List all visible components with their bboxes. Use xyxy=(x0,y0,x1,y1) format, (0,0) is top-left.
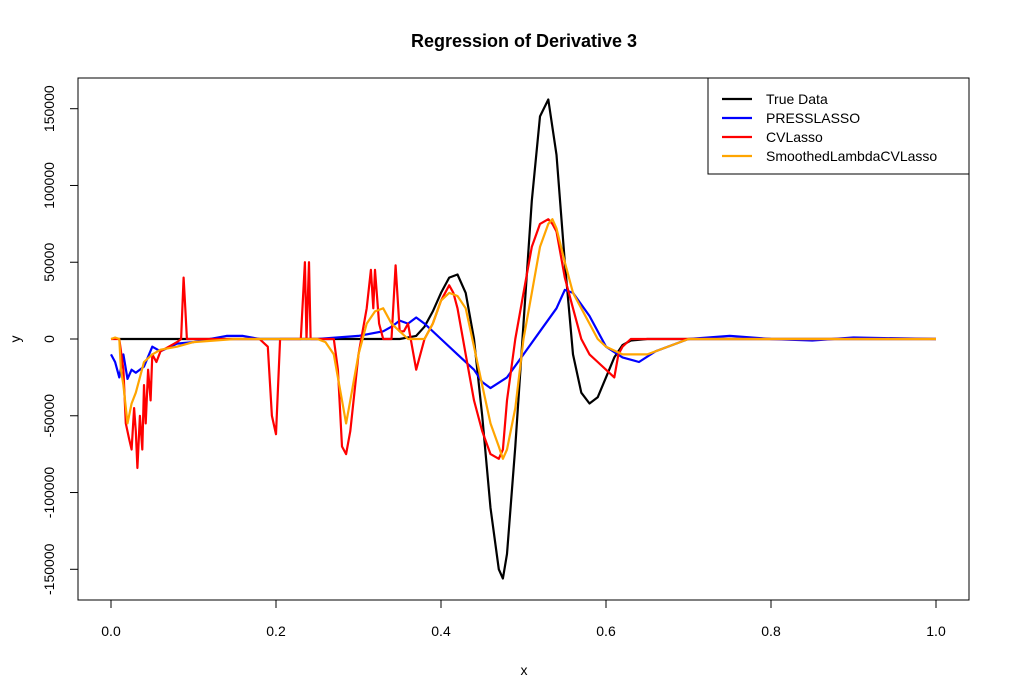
legend: True Data PRESSLASSO CVLasso SmoothedLambda… xyxy=(707,77,970,175)
series-group xyxy=(110,98,937,580)
series-line-smoothedlambdacvlasso xyxy=(110,218,936,460)
legend-label-presslasso: PRESSLASSO xyxy=(766,110,860,126)
legend-label-true-data: True Data xyxy=(766,91,828,107)
legend-label-cvlasso: CVLasso xyxy=(766,129,823,145)
x-tick-label: 0.8 xyxy=(761,623,781,639)
y-axis-label: y xyxy=(7,336,23,343)
x-tick-label: 1.0 xyxy=(926,623,946,639)
y-tick-label: 150000 xyxy=(41,85,57,132)
y-tick-label: 50000 xyxy=(41,243,57,282)
y-tick-label: 0 xyxy=(41,335,57,343)
y-tick-label: -50000 xyxy=(41,394,57,438)
x-axis: 0.0 0.2 0.4 0.6 0.8 1.0 xyxy=(101,599,946,639)
legend-label-smoothedlambdacvlasso: SmoothedLambdaCVLasso xyxy=(766,148,937,164)
legend-box xyxy=(707,77,970,175)
x-tick-label: 0.0 xyxy=(101,623,121,639)
y-axis: -150000 -100000 -50000 0 50000 100000 150000 xyxy=(41,85,79,595)
chart-title: Regression of Derivative 3 xyxy=(411,31,637,51)
series-line-true-data xyxy=(119,98,936,580)
series-line-presslasso xyxy=(110,288,937,390)
x-tick-label: 0.6 xyxy=(596,623,616,639)
x-tick-label: 0.2 xyxy=(266,623,286,639)
y-tick-label: -100000 xyxy=(41,467,57,519)
x-axis-label: x xyxy=(521,662,528,678)
y-tick-label: 100000 xyxy=(41,162,57,209)
y-tick-label: -150000 xyxy=(41,543,57,595)
x-tick-label: 0.4 xyxy=(431,623,451,639)
